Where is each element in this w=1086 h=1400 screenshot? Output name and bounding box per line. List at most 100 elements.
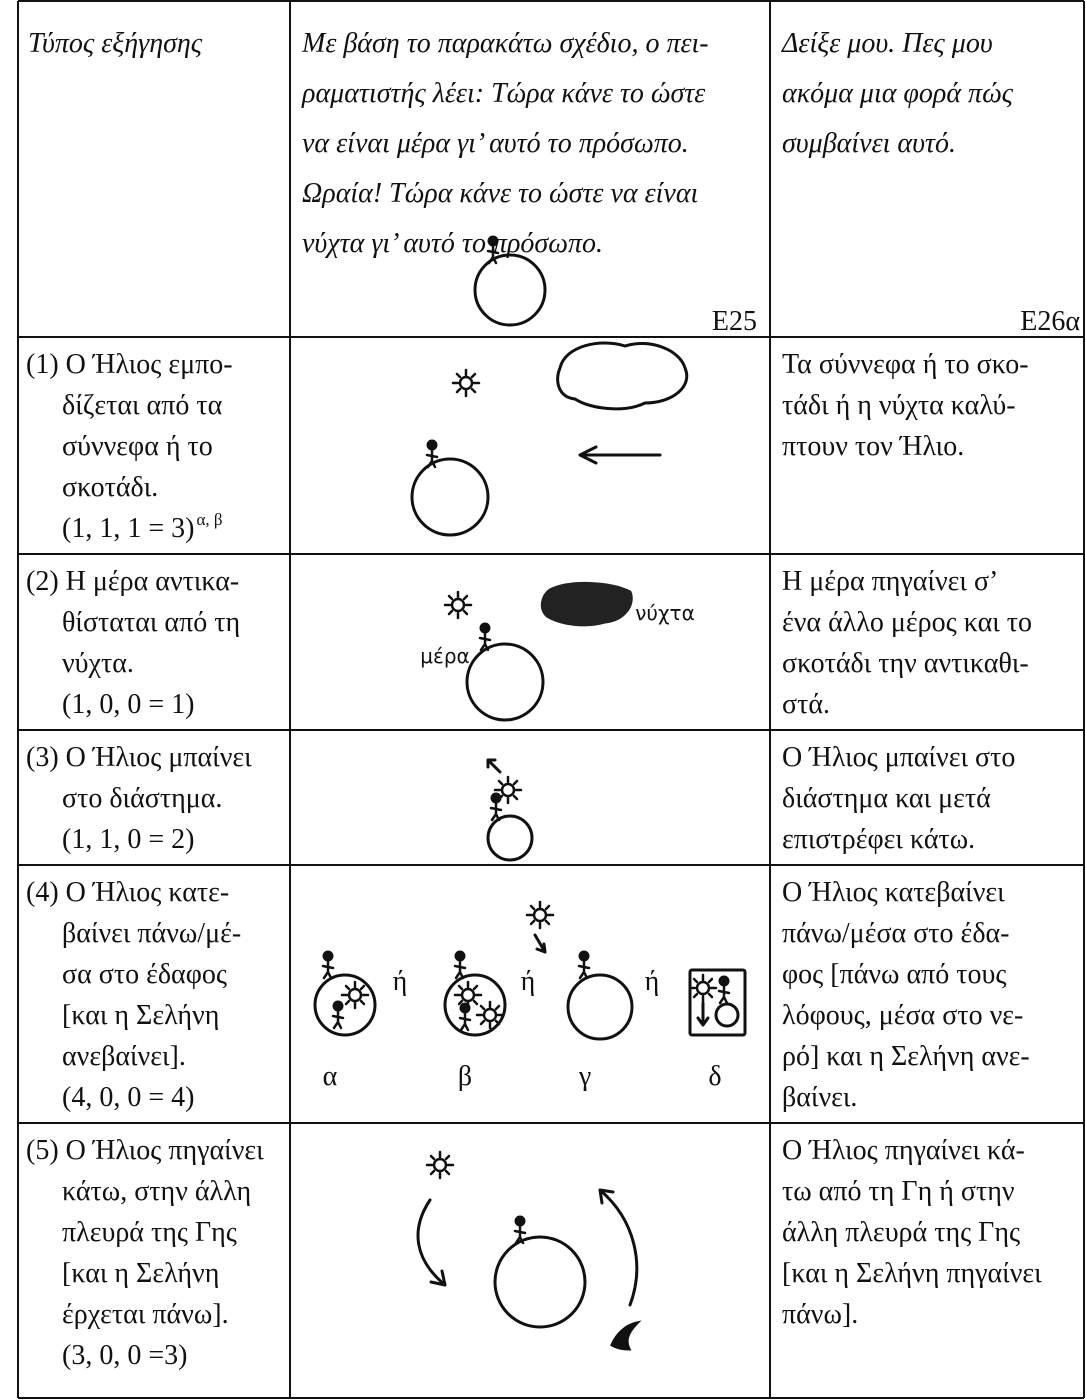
row-label: [και η Σελήνη [62, 1000, 219, 1031]
figure-stroke [688, 968, 747, 1037]
figure-stroke [714, 1002, 740, 1028]
code-label: E25 [712, 306, 757, 337]
figure-header [473, 235, 547, 327]
figure-label: α [323, 1061, 338, 1092]
header-cell: να είναι μέρα γι’ αυτό το πρόσωπο. [302, 128, 689, 159]
row-description: άλλη πλευρά της Γης [782, 1217, 1020, 1248]
figure-connector: ή [521, 966, 536, 997]
header-cell: Με βάση το παρακάτω σχέδιο, ο πει- [301, 28, 709, 59]
row-label: βαίνει πάνω/μέ- [62, 918, 241, 949]
row-description: Ο Ήλιος πηγαίνει κά- [782, 1135, 1025, 1166]
figure-stroke [465, 642, 545, 722]
row-description: διάστημα και μετά [782, 783, 991, 814]
row-label: (5) Ο Ήλιος πηγαίνει [26, 1135, 264, 1166]
row-description: στά. [782, 689, 830, 720]
figure-stroke [489, 792, 503, 822]
figure-stroke [610, 1320, 642, 1351]
row-description: Ο Ήλιος κατεβαίνει [782, 877, 1005, 908]
row-description: επιστρέφει κάτω. [782, 824, 975, 855]
row-label: θίσταται από τη [62, 607, 240, 638]
row-description: Η μέρα πηγαίνει σ’ [782, 566, 998, 597]
figure-label: μέρα [420, 644, 469, 668]
figure-stroke [696, 1001, 710, 1027]
figure-other-side [416, 1150, 642, 1351]
figure-stroke [425, 1150, 455, 1180]
row-label: έρχεται πάνω]. [62, 1299, 229, 1330]
row-label: (1) Ο Ήλιος εμπο- [26, 349, 233, 380]
header-cell: Τύπος εξήγησης [28, 28, 203, 59]
figure-stroke [540, 582, 633, 627]
figure-stroke [340, 980, 370, 1010]
header-cell: Δείξε μου. Πες μου [781, 28, 993, 59]
row-score: (3, 0, 0 =3) [62, 1340, 187, 1371]
figure-stroke [331, 1000, 345, 1030]
row-description: τάδι ή η νύχτα καλύ- [782, 390, 1016, 421]
row-description: πάνω/μέσα στο έδα- [782, 918, 1010, 949]
figure-stroke [688, 973, 718, 1003]
figure-stroke [321, 950, 335, 980]
row-description: φος [πάνω από τους [782, 959, 1006, 990]
figure-stroke [598, 1188, 639, 1307]
row-label: ανεβαίνει]. [62, 1041, 186, 1072]
figure-day-night [443, 582, 633, 722]
row-label: δίζεται από τα [62, 390, 223, 421]
header-cell: Ωραία! Τώρα κάνε το ώστε να είναι [302, 178, 698, 209]
figure-stroke [717, 975, 731, 1005]
code-label: E26α [1020, 306, 1080, 337]
row-score: (1, 1, 1 = 3) α, β [62, 510, 223, 544]
figure-label: δ [708, 1061, 721, 1092]
row-description: Τα σύννεφα ή το σκο- [782, 349, 1029, 380]
header-cell: ακόμα μια φορά πώς [782, 78, 1014, 109]
header-cell: συμβαίνει αυτό. [782, 128, 956, 159]
row-label: [και η Σελήνη [62, 1258, 219, 1289]
row-description: πάνω]. [782, 1299, 858, 1330]
figure-stroke [451, 368, 481, 398]
row-description: ρό] και η Σελήνη ανε- [782, 1041, 1030, 1072]
figure-stroke [443, 973, 507, 1037]
figure-ground [313, 900, 747, 1041]
figure-stroke [416, 1198, 447, 1287]
figure-stroke [577, 950, 591, 980]
row-score: (1, 1, 0 = 2) [62, 824, 194, 855]
figure-stroke [458, 1002, 472, 1032]
row-description: τω από τη Γη ή στην [782, 1176, 1015, 1207]
figure-connector: ή [645, 966, 660, 997]
row-label: (2) Η μέρα αντικα- [26, 566, 239, 597]
figure-stroke [475, 1000, 505, 1030]
figure-stroke [473, 253, 547, 327]
row-description: Ο Ήλιος μπαίνει στο [782, 742, 1015, 773]
row-label: σα στο έδαφος [62, 959, 227, 990]
row-description: σκοτάδι την αντικαθι- [782, 648, 1029, 679]
figure-clouds [410, 341, 689, 537]
figure-label: β [458, 1061, 472, 1092]
row-description: βαίνει. [782, 1082, 857, 1113]
figure-stroke [410, 457, 490, 537]
figure-space [486, 758, 534, 862]
header-cell: νύχτα γι’ αυτό το πρόσωπο. [302, 228, 603, 259]
figure-stroke [453, 950, 467, 980]
score-note: α, β [196, 510, 222, 529]
figure-stroke [566, 973, 634, 1041]
row-score: (1, 0, 0 = 1) [62, 689, 194, 720]
header-cell: ραματιστής λέει: Τώρα κάνε το ώστε [301, 78, 705, 109]
figure-stroke [486, 814, 534, 862]
row-label: νύχτα. [62, 648, 134, 679]
figure-connector: ή [393, 966, 408, 997]
figure-stroke [525, 900, 555, 930]
figure-stroke [533, 933, 547, 954]
row-label: στο διάστημα. [62, 783, 222, 814]
row-label: (3) Ο Ήλιος μπαίνει [26, 742, 252, 773]
figure-stroke [556, 341, 689, 411]
row-description: πτουν τον Ήλιο. [782, 431, 964, 462]
figure-stroke [478, 622, 492, 652]
figure-stroke [443, 590, 473, 620]
figure-label: νύχτα [635, 601, 695, 625]
row-description: ένα άλλο μέρος και το [782, 607, 1032, 638]
figure-stroke [313, 973, 377, 1037]
figure-stroke [493, 1235, 587, 1329]
figure-label: γ [578, 1061, 591, 1092]
row-label: κάτω, στην άλλη [62, 1176, 251, 1207]
row-description: [και η Σελήνη πηγαίνει [782, 1258, 1042, 1289]
